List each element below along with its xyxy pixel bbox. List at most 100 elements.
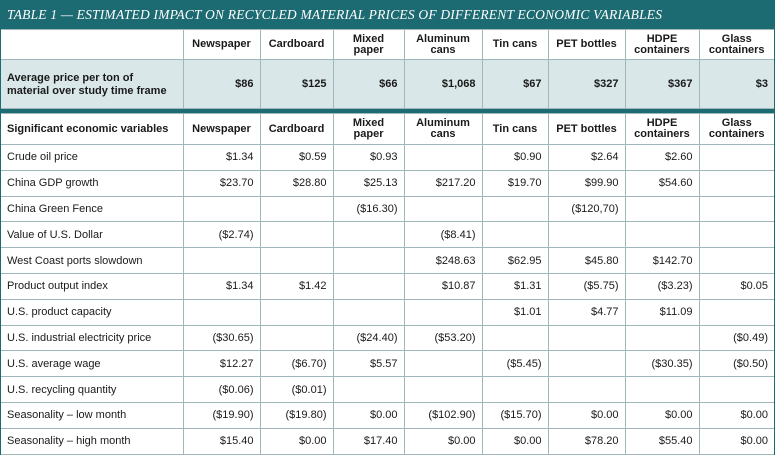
column-header: Newspaper (182, 113, 261, 145)
value-cell: $0.00 (403, 427, 483, 455)
column-header: Cardboard (259, 29, 334, 60)
value-cell: $0.00 (624, 401, 700, 429)
column-header: HDPE containers (624, 113, 700, 145)
average-price-cell: $3 (698, 59, 774, 109)
row-label: Seasonality – low month (1, 401, 184, 429)
value-cell: $0.00 (698, 427, 774, 455)
value-cell: $25.13 (332, 169, 405, 197)
table-row: Seasonality – low month ($19.90) ($19.80) $… (1, 401, 774, 429)
value-cell: ($6.70) (259, 350, 334, 378)
row-label: U.S. product capacity (1, 298, 184, 326)
value-cell (332, 298, 405, 326)
column-header: Tin cans (481, 113, 549, 145)
value-cell: $0.05 (698, 272, 774, 300)
value-cell: ($0.50) (698, 350, 774, 378)
value-cell: $0.00 (332, 401, 405, 429)
value-cell (332, 221, 405, 249)
value-cell (481, 221, 549, 249)
value-cell (698, 247, 774, 274)
value-cell (547, 324, 626, 352)
value-cell: $23.70 (182, 169, 261, 197)
column-header: Aluminum cans (403, 113, 483, 145)
table-row: Crude oil price $1.34 $0.59 $0.93 $0.90 $2.64… (1, 144, 774, 171)
value-cell: $28.80 (259, 169, 334, 197)
average-price-cell: $1,068 (403, 59, 483, 109)
value-cell: ($0.06) (182, 376, 261, 403)
column-header: Glass containers (698, 113, 774, 145)
value-cell: $142.70 (624, 247, 700, 274)
value-cell (481, 376, 549, 403)
value-cell (332, 376, 405, 403)
column-header: Cardboard (259, 113, 334, 145)
value-cell: ($8.41) (403, 221, 483, 249)
column-header: PET bottles (547, 113, 626, 145)
column-header: Glass containers (698, 29, 774, 60)
value-cell: $54.60 (624, 169, 700, 197)
table-title: TABLE 1 — ESTIMATED IMPACT ON RECYCLED M… (1, 1, 774, 29)
value-cell: $17.40 (332, 427, 405, 455)
column-header: Aluminum cans (403, 29, 483, 60)
value-cell: $1.01 (481, 298, 549, 326)
value-cell: $78.20 (547, 427, 626, 455)
table-row: U.S. recycling quantity ($0.06) ($0.01) (1, 376, 774, 403)
value-cell (403, 144, 483, 171)
table-row: Product output index $1.34 $1.42 $10.87 $1.3… (1, 272, 774, 300)
value-cell: $11.09 (624, 298, 700, 326)
variables-header-row: Significant economic variables Newspaper C… (1, 113, 774, 145)
value-cell (259, 324, 334, 352)
value-cell (403, 350, 483, 378)
value-cell (259, 221, 334, 249)
value-cell: ($16.30) (332, 195, 405, 223)
average-price-cell: $367 (624, 59, 700, 109)
row-label: U.S. recycling quantity (1, 376, 184, 403)
row-label: Crude oil price (1, 144, 184, 171)
value-cell (624, 195, 700, 223)
column-header: HDPE containers (624, 29, 700, 60)
value-cell: ($0.01) (259, 376, 334, 403)
table-row: U.S. industrial electricity price ($30.65… (1, 324, 774, 352)
value-cell (182, 195, 261, 223)
value-cell (698, 195, 774, 223)
value-cell: ($0.49) (698, 324, 774, 352)
value-cell (698, 376, 774, 403)
value-cell (624, 324, 700, 352)
value-cell: $0.90 (481, 144, 549, 171)
value-cell: $12.27 (182, 350, 261, 378)
value-cell: ($19.90) (182, 401, 261, 429)
value-cell: $0.00 (547, 401, 626, 429)
value-cell: $1.34 (182, 272, 261, 300)
row-label: West Coast ports slowdown (1, 247, 184, 274)
value-cell (698, 144, 774, 171)
value-cell: $0.00 (259, 427, 334, 455)
row-label: China GDP growth (1, 169, 184, 197)
value-cell: ($30.65) (182, 324, 261, 352)
average-price-cell: $125 (259, 59, 334, 109)
row-label: U.S. industrial electricity price (1, 324, 184, 352)
table-row: West Coast ports slowdown $248.63 $62.95 $4… (1, 247, 774, 274)
value-cell (403, 376, 483, 403)
row-label: Product output index (1, 272, 184, 300)
value-cell (624, 221, 700, 249)
column-header: Newspaper (182, 29, 261, 60)
value-cell (547, 221, 626, 249)
value-cell (259, 247, 334, 274)
value-cell (698, 169, 774, 197)
value-cell: ($30.35) (624, 350, 700, 378)
value-cell: ($15.70) (481, 401, 549, 429)
average-price-cell: $66 (332, 59, 405, 109)
value-cell: $55.40 (624, 427, 700, 455)
value-cell: $0.00 (698, 401, 774, 429)
value-cell: $2.64 (547, 144, 626, 171)
value-cell (182, 247, 261, 274)
value-cell: $4.77 (547, 298, 626, 326)
value-cell: $248.63 (403, 247, 483, 274)
variables-header: Significant economic variables (1, 113, 184, 145)
value-cell (332, 272, 405, 300)
value-cell: ($120,70) (547, 195, 626, 223)
value-cell (481, 195, 549, 223)
value-cell: $19.70 (481, 169, 549, 197)
value-cell: $0.93 (332, 144, 405, 171)
value-cell: ($19.80) (259, 401, 334, 429)
value-cell: $1.42 (259, 272, 334, 300)
